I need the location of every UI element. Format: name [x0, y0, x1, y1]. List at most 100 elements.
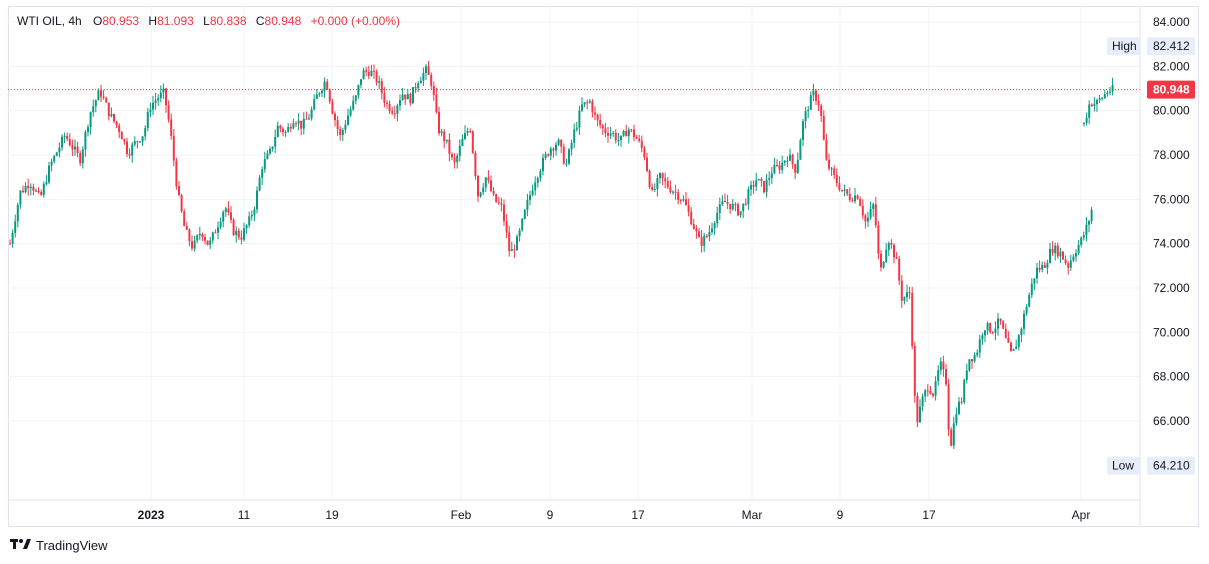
candle-body [48, 165, 50, 183]
candle-body [419, 80, 422, 84]
candle-body [357, 85, 360, 96]
candle-body [742, 203, 745, 212]
candle-body [318, 93, 321, 95]
x-tick-label: Apr [1072, 508, 1091, 522]
y-axis[interactable]: 84.000 82.000 80.000 78.000 76.000 74.000 72.0… [1153, 15, 1190, 428]
candle-body [781, 162, 784, 170]
candle-body [820, 105, 823, 117]
tradingview-branding[interactable]: TradingView [10, 538, 108, 553]
candle-body [50, 161, 53, 166]
candle-body [243, 228, 245, 240]
candle-body [152, 102, 154, 110]
candle-body [661, 173, 664, 179]
candle-body [131, 144, 134, 156]
y-tick-label: 68.000 [1153, 370, 1190, 384]
candle-body [146, 111, 149, 129]
candle-body [492, 191, 495, 195]
candle-body [960, 401, 963, 403]
candle-body [763, 181, 765, 193]
candle-body [1056, 245, 1059, 257]
candle-body [453, 157, 456, 163]
candle-body [282, 128, 284, 133]
candle-body [934, 381, 937, 396]
last-price-value: 80.948 [1153, 83, 1190, 97]
candle-body [256, 190, 258, 210]
candle-body [666, 181, 669, 188]
candle-body [916, 395, 919, 423]
candle-body [1064, 259, 1067, 264]
grid-lines [8, 7, 1140, 500]
high-marker: High 82.412 [1107, 37, 1195, 56]
candle-body [1098, 98, 1101, 101]
x-tick-label: Mar [742, 508, 763, 522]
candle-body [833, 168, 836, 175]
candle-body [737, 204, 739, 216]
candle-body [113, 113, 115, 122]
candle-body [841, 189, 843, 191]
candle-body [776, 165, 778, 167]
candle-body [783, 160, 786, 163]
candle-body [726, 202, 729, 204]
candle-body [336, 120, 339, 130]
candle-body [804, 111, 807, 122]
candle-body [747, 189, 750, 205]
candle-body [74, 146, 76, 150]
candle-body [674, 191, 677, 193]
candle-body [692, 224, 695, 229]
candle-body [651, 186, 654, 190]
candle-body [755, 180, 758, 187]
candle-body [1062, 251, 1064, 260]
high-value-legend: 81.093 [157, 14, 194, 28]
candle-body [292, 123, 295, 129]
candle-body [568, 149, 570, 164]
candle-body [370, 70, 373, 76]
high-label-legend: H [148, 14, 158, 28]
candle-body [846, 189, 849, 194]
y-tick-label: 84.000 [1153, 15, 1190, 29]
chart-frame[interactable] [8, 6, 1199, 527]
candle-body [656, 178, 659, 189]
candle-body [266, 153, 269, 159]
candle-body [578, 110, 581, 128]
low-value-legend: 80.838 [209, 14, 247, 28]
candle-body [380, 81, 383, 94]
candle-body [126, 141, 128, 154]
candle-body [313, 98, 316, 110]
candle-body [1082, 235, 1085, 238]
candle-body [895, 257, 898, 259]
x-axis[interactable]: 2023 11 19 Feb 9 17 Mar 9 17 Apr [138, 508, 1091, 522]
candle-body [170, 119, 173, 136]
candle-body [635, 137, 638, 139]
candle-body [669, 187, 672, 193]
candle-body [118, 125, 121, 133]
candle-body [435, 94, 438, 112]
candle-body [32, 186, 35, 191]
candle-body [809, 95, 812, 110]
candle-body [679, 200, 682, 202]
candle-body [1088, 221, 1090, 225]
candle-body [799, 140, 802, 160]
candle-body [768, 178, 771, 180]
candle-body [261, 169, 264, 178]
candle-body [120, 132, 123, 140]
change-value: +0.000 (+0.00%) [310, 14, 400, 28]
candle-body [877, 225, 880, 254]
candle-body [760, 178, 763, 182]
candle-body [1103, 94, 1106, 98]
candle-body [167, 105, 170, 120]
candle-body [308, 118, 310, 120]
candle-body [157, 98, 160, 101]
candle-body [812, 90, 815, 96]
candle-body [1075, 253, 1077, 257]
candle-body [596, 114, 599, 120]
candle-body [331, 101, 334, 114]
candle-body [685, 199, 687, 206]
y-tick-label: 72.000 [1153, 281, 1190, 295]
candle-body [786, 160, 789, 162]
candle-body [1030, 283, 1033, 295]
candle-body [414, 87, 417, 89]
candle-body [334, 113, 336, 121]
candle-body [89, 112, 92, 128]
candle-body [955, 413, 958, 424]
